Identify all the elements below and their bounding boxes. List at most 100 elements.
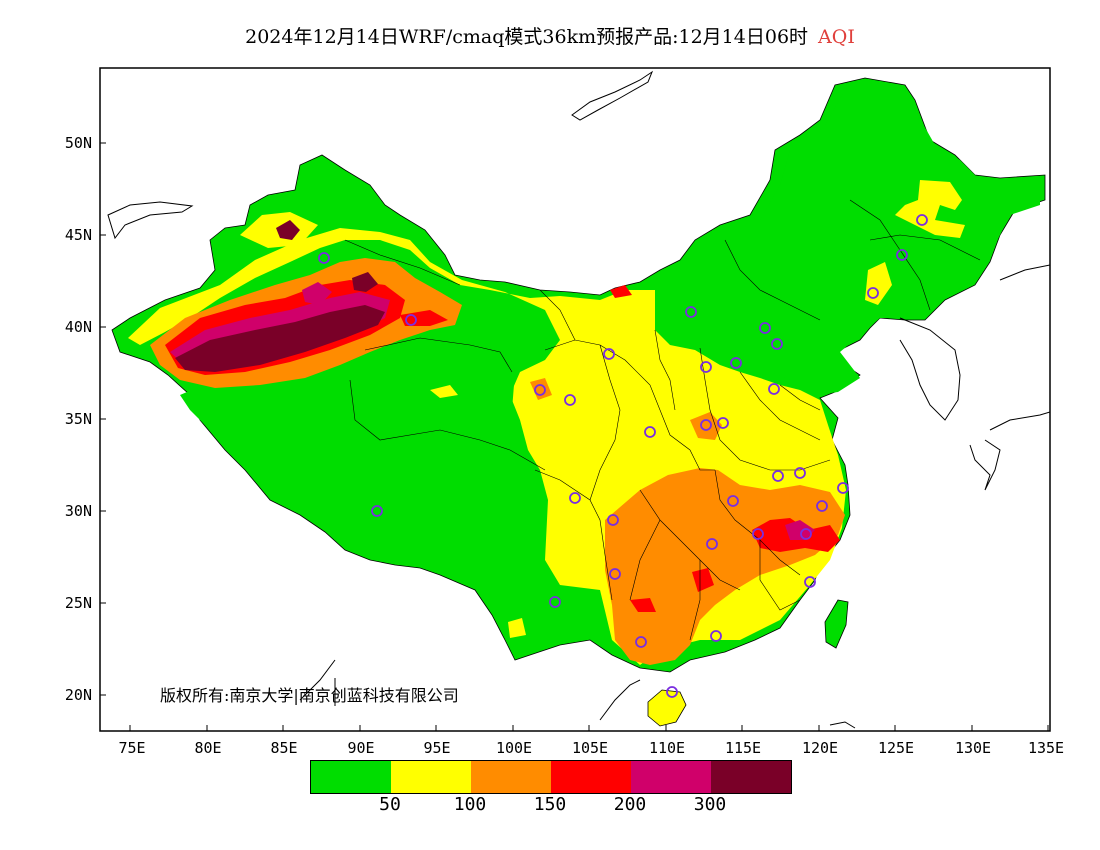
station-marker <box>700 361 712 373</box>
station-marker <box>603 348 615 360</box>
x-tick-label: 80E <box>194 739 221 757</box>
station-marker <box>405 314 417 326</box>
aqi-zone-green-northeast <box>655 85 1040 395</box>
aqi-color-legend <box>310 760 792 794</box>
legend-label: 50 <box>379 794 401 815</box>
station-marker <box>837 482 849 494</box>
aqi-zone-yellow-heilongjiang <box>895 180 965 238</box>
x-tick-label: 120E <box>802 739 838 757</box>
coastline-sakhalin <box>999 264 1050 281</box>
aqi-zone-yellow-yunnan <box>508 618 526 638</box>
coastline-baikal <box>571 70 654 121</box>
legend-label: 300 <box>693 794 727 815</box>
coastline-balkhash <box>107 201 194 240</box>
x-tick-label: 115E <box>725 739 761 757</box>
aqi-zone-maroon-turpan <box>352 272 378 292</box>
aqi-zone-magenta-north-xinjiang <box>302 282 332 305</box>
x-tick-label: 135E <box>1028 739 1064 757</box>
x-tick-label: 105E <box>572 739 608 757</box>
aqi-zone-magenta-east <box>785 520 815 540</box>
x-tick-label: 95E <box>423 739 450 757</box>
station-marker <box>534 384 546 396</box>
x-tick-label: 110E <box>649 739 685 757</box>
x-tick-label: 130E <box>955 739 991 757</box>
station-marker <box>867 287 879 299</box>
station-marker <box>607 514 619 526</box>
legend-swatch <box>471 761 551 793</box>
x-tick-label: 125E <box>878 739 914 757</box>
y-tick-label: 20N <box>65 686 92 704</box>
legend-swatch <box>311 761 391 793</box>
map-content <box>107 70 1050 729</box>
map-frame <box>99 67 1051 732</box>
legend-label: 200 <box>613 794 647 815</box>
station-marker <box>752 528 764 540</box>
station-marker <box>564 394 576 406</box>
legend-swatch <box>711 761 791 793</box>
y-tick-label: 25N <box>65 594 92 612</box>
station-marker <box>896 249 908 261</box>
station-marker <box>717 417 729 429</box>
legend-swatch <box>631 761 711 793</box>
y-axis-labels: 20N 25N 30N 35N 40N 45N 50N <box>65 134 92 704</box>
legend-swatch <box>391 761 471 793</box>
copyright-text: 版权所有:南京大学|南京创蓝科技有限公司 <box>160 686 459 705</box>
y-tick-label: 50N <box>65 134 92 152</box>
station-marker <box>730 357 742 369</box>
station-marker <box>371 505 383 517</box>
aqi-zone-yellow-tibet-spot <box>430 385 458 398</box>
station-marker <box>772 470 784 482</box>
taiwan-island <box>824 599 849 649</box>
x-tick-label: 75E <box>118 739 145 757</box>
station-marker <box>710 630 722 642</box>
station-marker <box>771 338 783 350</box>
station-marker <box>318 252 330 264</box>
station-marker <box>816 500 828 512</box>
y-tick-label: 35N <box>65 410 92 428</box>
station-marker <box>916 214 928 226</box>
legend-label: 100 <box>453 794 487 815</box>
station-marker <box>644 426 656 438</box>
aqi-zone-red-hexi <box>400 310 448 326</box>
coastline-japan <box>969 411 1050 491</box>
aqi-zone-red-innermongolia <box>610 285 632 298</box>
title-variable: AQI <box>818 26 855 48</box>
station-marker <box>685 306 697 318</box>
x-tick-label: 100E <box>496 739 532 757</box>
station-markers <box>318 214 928 698</box>
station-marker <box>700 419 712 431</box>
aqi-zone-maroon-taklimakan <box>175 305 385 372</box>
aqi-zone-red-guangxi <box>630 598 656 612</box>
station-marker <box>609 568 621 580</box>
x-axis-labels: 75E 80E 85E 90E 95E 100E 105E 110E 115E … <box>118 739 1064 757</box>
x-tick-label: 85E <box>270 739 297 757</box>
station-marker <box>727 495 739 507</box>
title-text: 2024年12月14日WRF/cmaq模式36km预报产品:12月14日06时 <box>245 26 809 48</box>
hainan-island <box>647 689 687 727</box>
coastline-korea <box>899 317 961 421</box>
aqi-zone-yellow-liaoning <box>865 262 892 305</box>
aqi-zone-orange-henan <box>690 412 722 440</box>
station-marker <box>706 538 718 550</box>
station-marker <box>759 322 771 334</box>
legend-swatch <box>551 761 631 793</box>
station-marker <box>635 636 647 648</box>
axis-ticks <box>100 142 1049 731</box>
coastline-indochina <box>299 659 856 729</box>
legend-label: 150 <box>533 794 567 815</box>
map-title: 2024年12月14日WRF/cmaq模式36km预报产品:12月14日06时 A… <box>0 22 1100 49</box>
station-marker <box>768 383 780 395</box>
station-marker <box>666 686 678 698</box>
station-marker <box>794 467 806 479</box>
x-tick-label: 90E <box>347 739 374 757</box>
aqi-zone-maroon-ili <box>276 220 300 240</box>
y-tick-label: 40N <box>65 318 92 336</box>
station-marker <box>549 596 561 608</box>
station-marker <box>569 492 581 504</box>
aqi-zone-red-hunan <box>692 568 714 592</box>
y-tick-label: 30N <box>65 502 92 520</box>
aqi-zone-orange-south <box>605 468 845 665</box>
station-marker <box>800 528 812 540</box>
y-tick-label: 45N <box>65 226 92 244</box>
